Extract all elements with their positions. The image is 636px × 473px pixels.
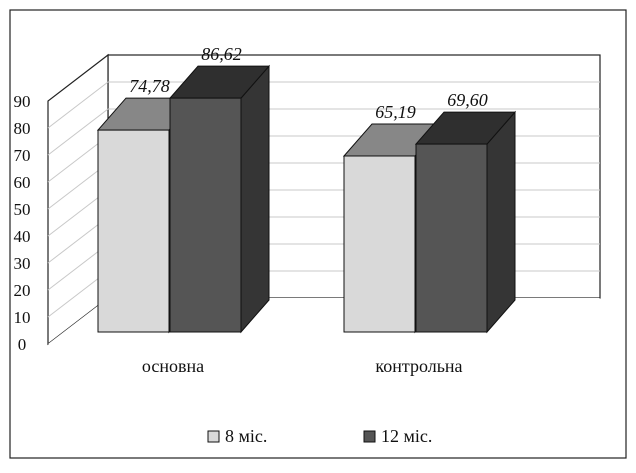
data-labels: 74,78 86,62 65,19 69,60 [129, 44, 488, 122]
data-label: 74,78 [129, 76, 170, 96]
legend: 8 міс. 12 міс. [207, 426, 432, 446]
x-axis-categories: основна контрольна [142, 356, 463, 376]
data-label: 65,19 [375, 102, 416, 122]
y-tick-label: 0 [18, 335, 27, 354]
y-tick-label: 70 [14, 146, 31, 165]
y-tick-label: 80 [14, 119, 31, 138]
y-tick-label: 40 [14, 227, 31, 246]
gridline-side [47, 81, 109, 129]
y-tick-label: 20 [14, 281, 31, 300]
bar-front-face [169, 97, 242, 333]
y-tick-label: 60 [14, 173, 31, 192]
y-tick-label: 50 [14, 200, 31, 219]
legend-swatch [363, 430, 376, 443]
x-category-label: основна [142, 356, 204, 376]
y-tick-label: 90 [14, 92, 31, 111]
x-category-label: контрольна [375, 356, 462, 376]
data-label: 86,62 [201, 44, 242, 64]
bar-side-face [240, 64, 270, 334]
bars [96, 64, 517, 334]
y-tick-label: 30 [14, 254, 31, 273]
data-label: 69,60 [447, 90, 488, 110]
legend-label: 12 міс. [381, 426, 432, 446]
bar [414, 110, 517, 334]
y-tick-label: 10 [14, 308, 31, 327]
legend-label: 8 міс. [225, 426, 267, 446]
bar-side-face [486, 110, 516, 334]
y-axis-ticks: 0 10 20 30 40 50 60 70 80 90 [14, 92, 31, 354]
bar [168, 64, 271, 334]
gridline-side [47, 108, 109, 156]
legend-swatch [207, 430, 220, 443]
bar-front-face [343, 155, 416, 333]
bar-front-face [97, 129, 170, 333]
bar-front-face [415, 143, 488, 333]
